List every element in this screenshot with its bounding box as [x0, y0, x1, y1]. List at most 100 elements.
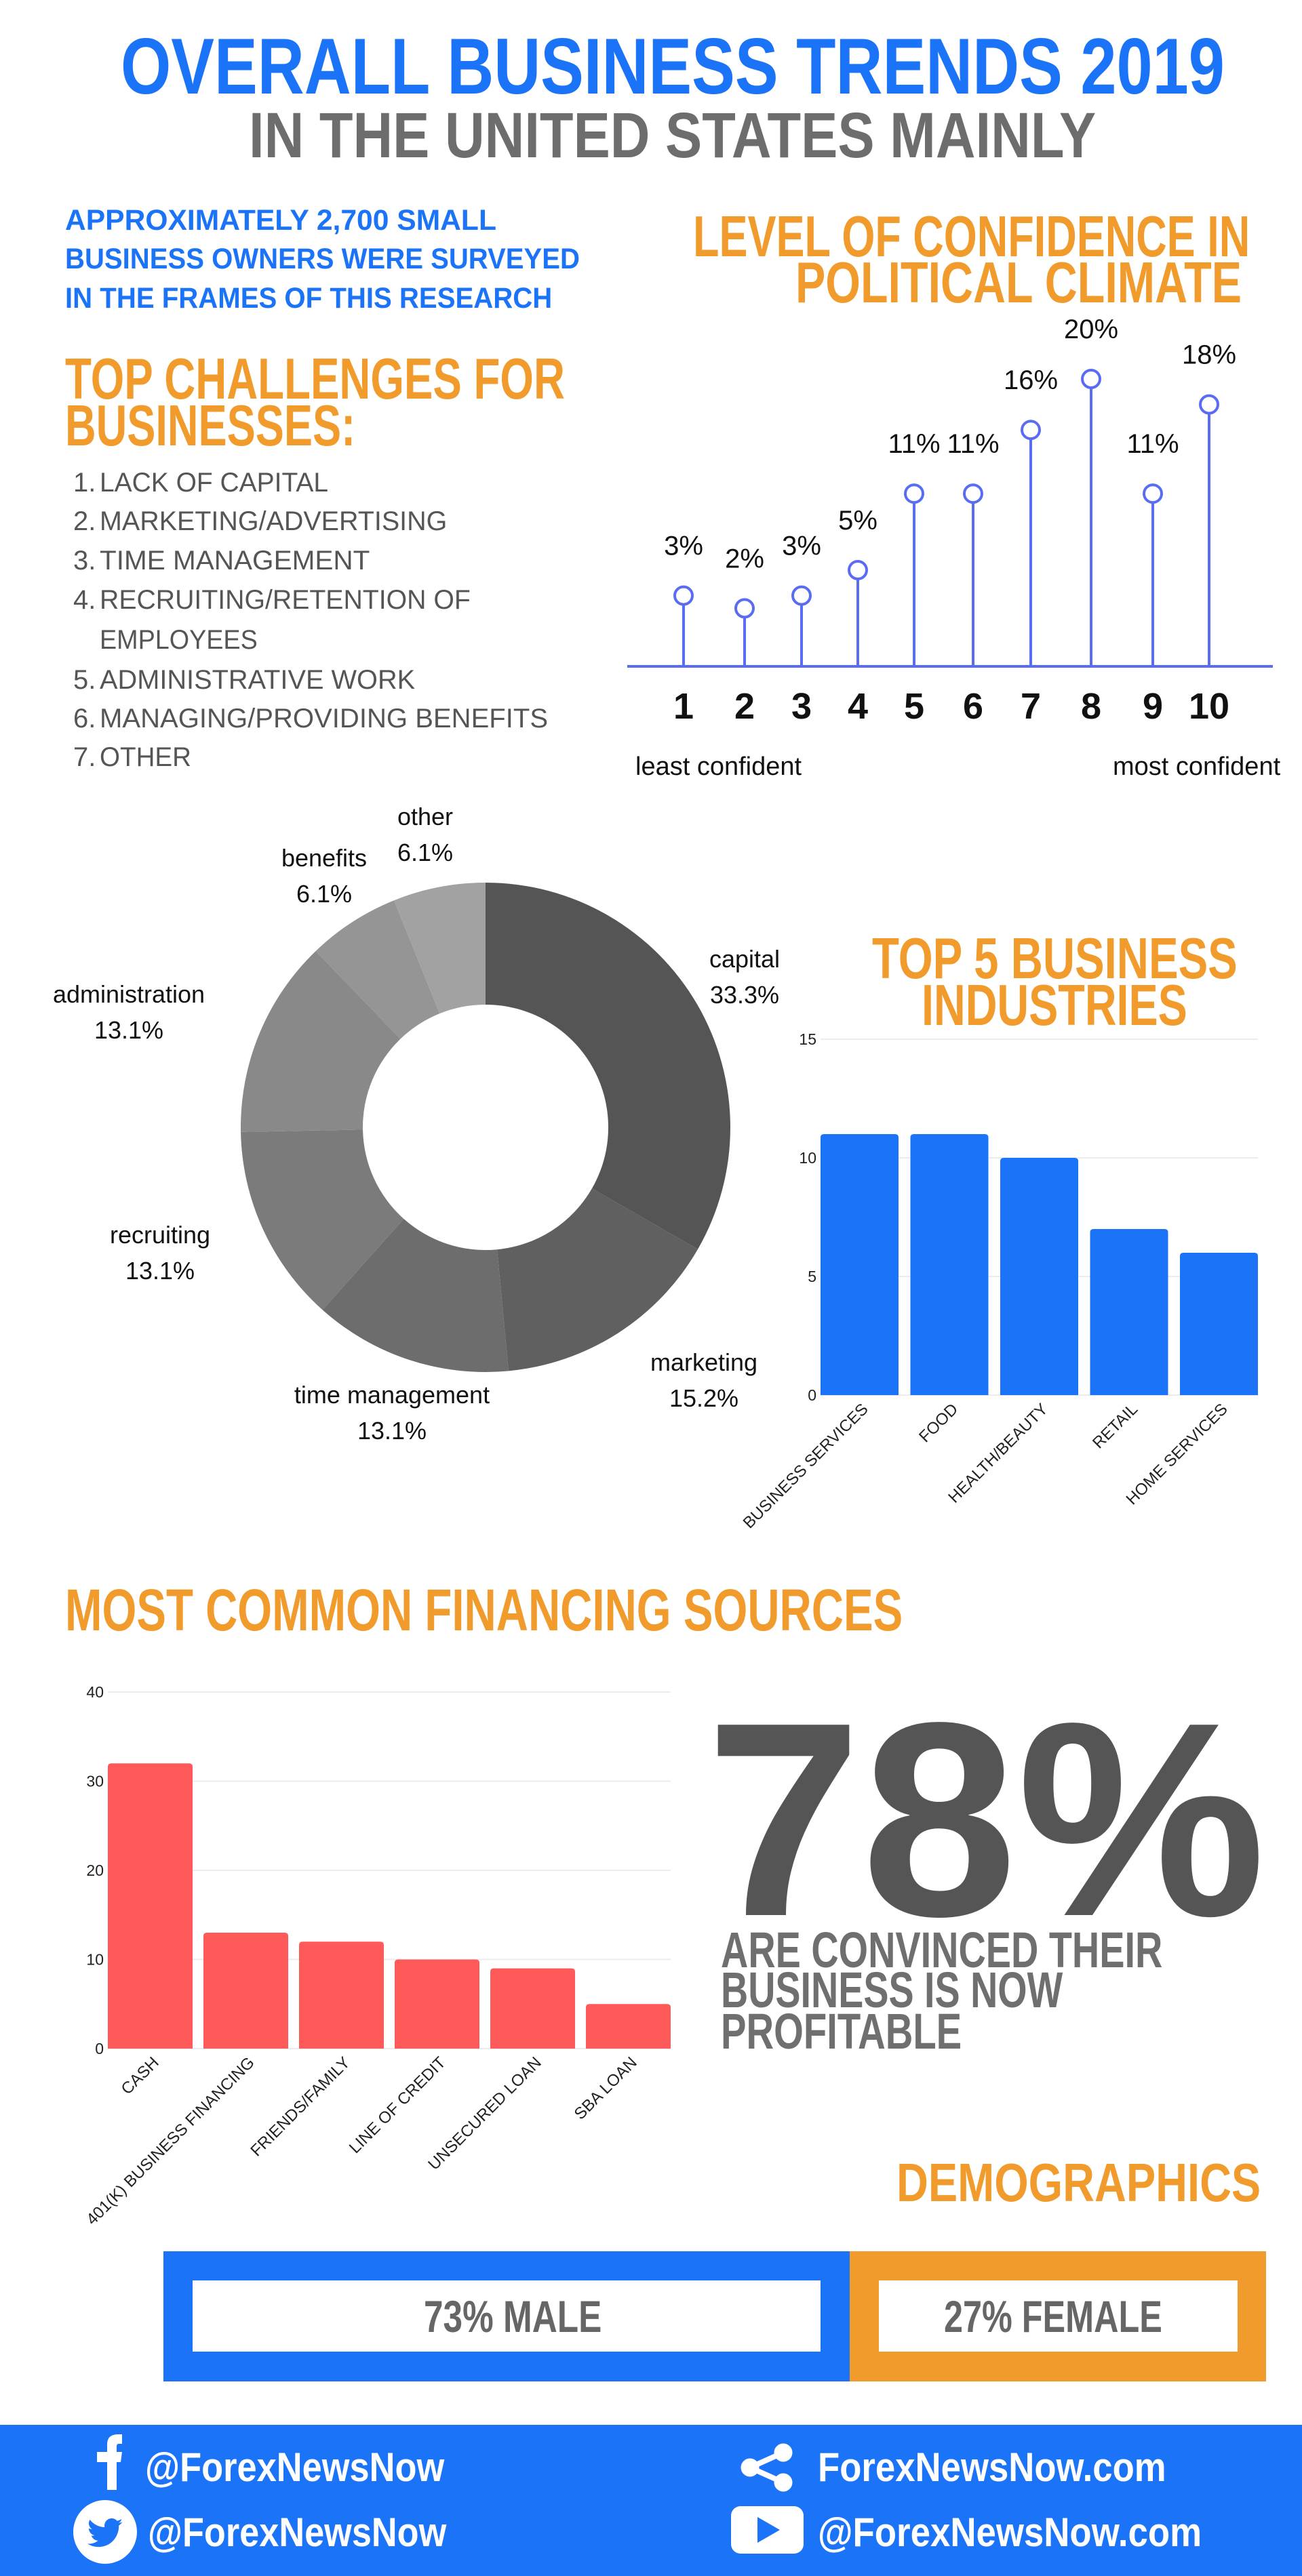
lollipop-category-label: 1 — [673, 686, 694, 727]
lollipop-category-label: 9 — [1143, 686, 1163, 727]
youtube-handle[interactable]: @ForexNewsNow.com — [818, 2510, 1202, 2555]
y-tick-label: 0 — [95, 2040, 104, 2057]
donut-label-capital: capital 33.3% — [709, 945, 781, 1009]
male-box — [193, 2280, 821, 2352]
bar — [299, 1941, 384, 2049]
female-box — [879, 2280, 1238, 2352]
lollipop-value-label: 2% — [725, 544, 764, 573]
bar — [586, 2004, 671, 2049]
list-number: 3. — [73, 546, 96, 576]
bar — [490, 1968, 575, 2049]
bar — [1090, 1229, 1168, 1395]
list-number: 4. — [73, 585, 96, 615]
x-category-label: HEALTH/BEAUTY — [945, 1400, 1051, 1506]
lollipop-point — [734, 598, 755, 619]
twitter-handle[interactable]: @ForexNewsNow — [148, 2510, 447, 2555]
x-category-label: UNSECURED LOAN — [425, 2053, 545, 2174]
donut-label-administration: administration 13.1% — [52, 980, 205, 1044]
donut-slice-recruiting — [241, 1129, 404, 1310]
female-label: 27% FEMALE — [944, 2291, 1162, 2341]
bar — [108, 1763, 193, 2049]
donut-label-marketing: marketing 15.2% — [650, 1348, 758, 1412]
donut-slice-capital — [486, 883, 731, 1249]
confidence-title: LEVEL OF CONFIDENCE IN — [693, 205, 1250, 269]
intro-line: IN THE FRAMES OF THIS RESEARCH — [65, 282, 553, 315]
lollipop-value-label: 3% — [664, 531, 703, 561]
page-title: OVERALL BUSINESS TRENDS 2019 — [121, 22, 1225, 110]
bar — [203, 1933, 288, 2049]
lollipop-value-label: 11% — [1126, 429, 1179, 459]
y-tick-label: 20 — [86, 1861, 104, 1879]
website-link[interactable]: ForexNewsNow.com — [818, 2444, 1166, 2490]
list-item: MANAGING/PROVIDING BENEFITS — [100, 704, 549, 733]
lollipop-category-label: 7 — [1021, 686, 1041, 727]
lollipop-category-label: 6 — [963, 686, 983, 727]
x-category-label: BUSINESS SERVICES — [740, 1400, 872, 1532]
list-item: TIME MANAGEMENT — [100, 546, 370, 576]
donut-slice-other — [394, 883, 486, 1014]
profit-stat-value: 78% — [706, 1666, 1266, 1974]
x-category-label: CASH — [117, 2053, 162, 2098]
challenges-heading: BUSINESSES: — [65, 394, 356, 458]
lollipop-category-label: 5 — [904, 686, 924, 727]
donut-slice-administration — [241, 950, 401, 1132]
x-category-label: 401(K) BUSINESS FINANCING — [83, 2053, 258, 2229]
lollipop-value-label: 5% — [838, 506, 877, 536]
challenges-heading: TOP CHALLENGES FOR — [65, 347, 565, 411]
lollipop-value-label: 11% — [888, 429, 940, 459]
industries-title: INDUSTRIES — [922, 973, 1187, 1038]
x-category-label: FRIENDS/FAMILY — [247, 2053, 353, 2160]
lollipop-point — [673, 585, 694, 606]
lollipop-point — [1081, 369, 1101, 389]
list-item: ADMINISTRATIVE WORK — [100, 665, 416, 695]
financing-title: MOST COMMON FINANCING SOURCES — [65, 1577, 903, 1643]
bar — [910, 1134, 989, 1395]
x-category-label: FOOD — [915, 1400, 962, 1446]
list-item: LACK OF CAPITAL — [100, 468, 329, 498]
y-tick-label: 10 — [799, 1149, 816, 1167]
facebook-handle[interactable]: @ForexNewsNow — [145, 2444, 445, 2490]
lollipop-point — [1199, 394, 1219, 415]
y-tick-label: 0 — [808, 1386, 816, 1404]
x-category-label: SBA LOAN — [571, 2053, 641, 2123]
footer — [0, 2425, 1302, 2576]
intro-line: APPROXIMATELY 2,700 SMALL — [65, 204, 496, 237]
x-category-label: RETAIL — [1089, 1400, 1141, 1452]
bar — [821, 1134, 899, 1395]
list-item: RECRUITING/RETENTION OF — [100, 585, 471, 615]
intro-line: BUSINESS OWNERS WERE SURVEYED — [65, 243, 580, 275]
donut-slice-time-management — [322, 1219, 509, 1372]
bar — [395, 1959, 479, 2049]
donut-slice-benefits — [315, 900, 440, 1039]
x-category-label: LINE OF CREDIT — [346, 2053, 450, 2157]
list-number: 7. — [73, 742, 96, 772]
x-category-label: HOME SERVICES — [1123, 1400, 1231, 1508]
lollipop-category-label: 8 — [1081, 686, 1101, 727]
y-tick-label: 5 — [808, 1268, 816, 1285]
list-number: 1. — [73, 468, 96, 498]
list-number: 5. — [73, 665, 96, 695]
lollipop-category-label: 4 — [848, 686, 868, 727]
least-confident-label: least confident — [635, 752, 802, 781]
donut-slice-marketing — [497, 1188, 698, 1371]
donut-label-benefits: benefits 6.1% — [281, 844, 368, 908]
y-tick-label: 10 — [86, 1951, 104, 1969]
donut-label-recruiting: recruiting 13.1% — [109, 1221, 211, 1285]
page-subtitle: IN THE UNITED STATES MAINLY — [249, 100, 1097, 172]
profit-caption: PROFITABLE — [721, 2003, 962, 2059]
lollipop-point — [848, 560, 868, 580]
lollipop-value-label: 18% — [1182, 340, 1236, 370]
confidence-title: POLITICAL CLIMATE — [795, 251, 1242, 315]
demographics-title: DEMOGRAPHICS — [896, 2152, 1261, 2213]
lollipop-category-label: 10 — [1189, 686, 1229, 727]
list-number: 6. — [73, 704, 96, 733]
lollipop-category-label: 2 — [734, 686, 755, 727]
lollipop-point — [963, 483, 983, 504]
list-item: MARKETING/ADVERTISING — [100, 506, 448, 536]
y-tick-label: 40 — [86, 1683, 104, 1701]
list-item: OTHER — [100, 742, 191, 772]
lollipop-point — [1143, 483, 1163, 504]
lollipop-value-label: 3% — [782, 531, 821, 561]
lollipop-point — [904, 483, 924, 504]
lollipop-value-label: 16% — [1004, 365, 1058, 395]
